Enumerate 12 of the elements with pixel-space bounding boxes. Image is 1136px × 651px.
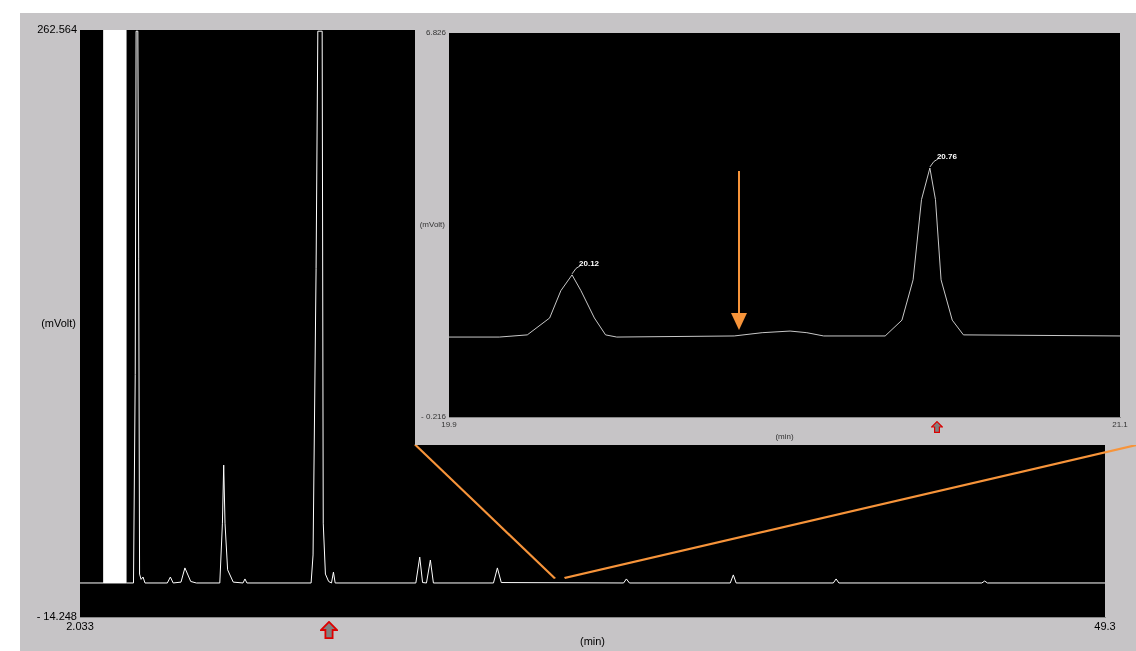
y-axis-title: (mVolt) (41, 316, 76, 329)
y-tick-label: 262.564 (37, 23, 77, 36)
annotation: 20.76 (936, 152, 958, 162)
y-tick-label: - 0.216 (421, 412, 447, 422)
x-tick-label: 49.3 (1094, 619, 1116, 632)
y-axis-title: (mVolt) (419, 220, 446, 230)
x-axis-title: (min) (775, 432, 794, 442)
x-tick-label: 19.9 (441, 420, 458, 429)
y-tick-label: 6.826 (425, 28, 447, 38)
annotation: 20.12 (579, 259, 600, 269)
x-axis-title: (min) (579, 634, 606, 647)
x-tick-label: 21.1 (1112, 420, 1129, 429)
